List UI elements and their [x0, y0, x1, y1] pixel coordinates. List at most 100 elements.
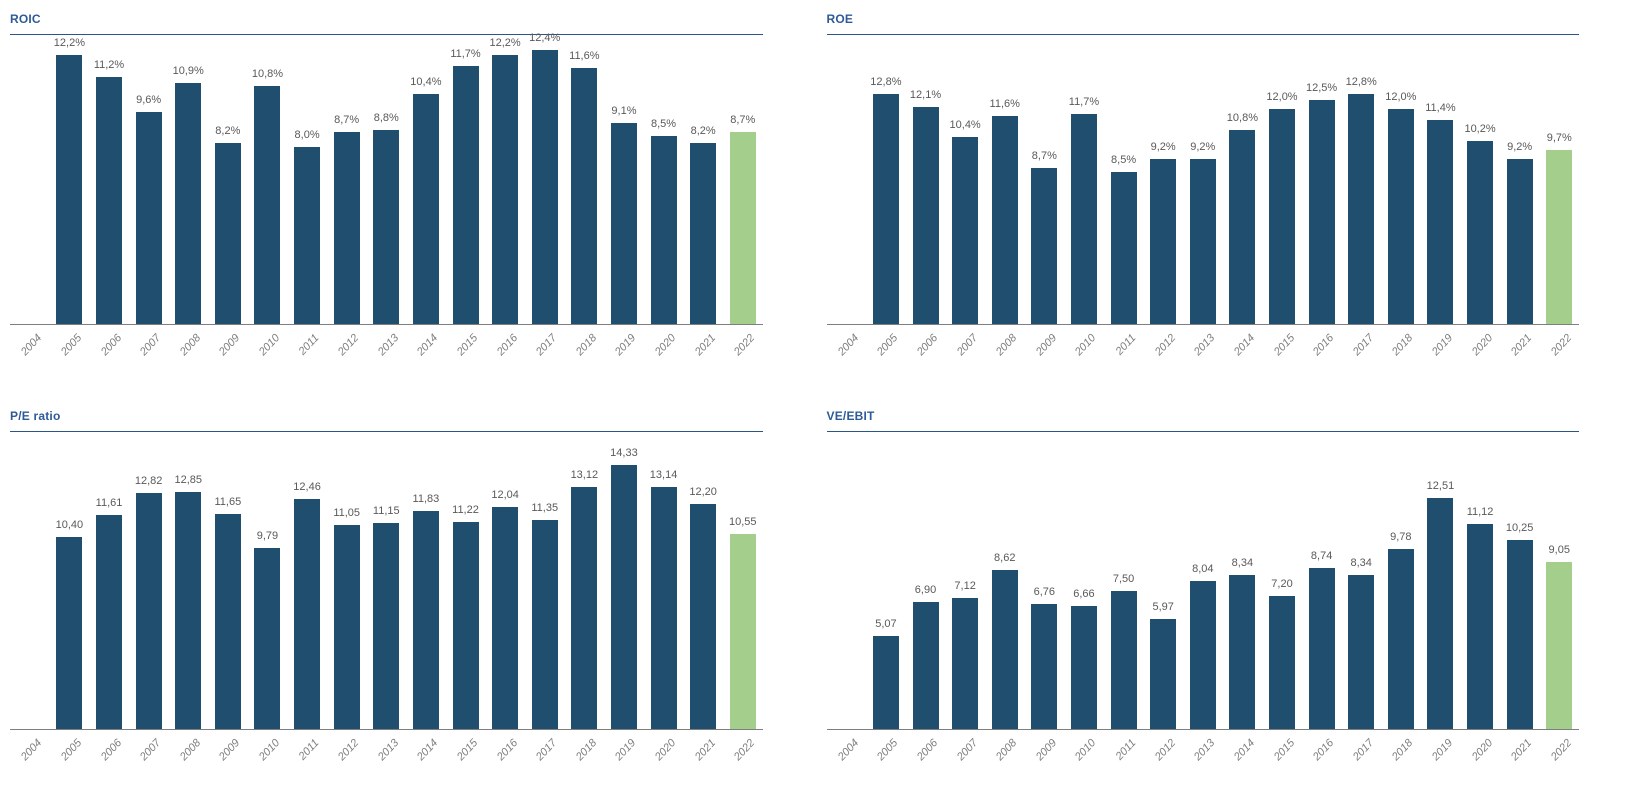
x-tick-slot: 2004: [827, 730, 867, 786]
x-tick-slot: 2022: [723, 730, 763, 786]
x-tick-label-2013: 2013: [375, 737, 402, 764]
chart-roic: ROIC 12,2% 11,2% 9,6% 10,9% 8,2% 10,8% 8,0% 8,7…: [10, 8, 763, 395]
value-label-2017: 12,8%: [1345, 76, 1377, 88]
title-rule: [10, 431, 763, 432]
bar-2016: [492, 55, 519, 324]
value-label-2010: 6,66: [1073, 588, 1095, 600]
bar-slot-2004: [827, 37, 867, 324]
x-tick-label-2007: 2007: [137, 737, 164, 764]
x-tick-slot: 2007: [945, 730, 985, 786]
bar-2019: [1427, 120, 1454, 324]
value-label-2005: 5,07: [875, 618, 897, 630]
bar-2010: [254, 86, 281, 324]
x-tick-slot: 2018: [1381, 730, 1421, 786]
x-tick-label-2016: 2016: [1310, 332, 1337, 359]
bar-slot-2015: 12,0%: [1262, 37, 1302, 324]
x-tick-slot: 2017: [1341, 325, 1381, 381]
x-tick-slot: 2019: [604, 325, 644, 381]
bar-2010: [1070, 606, 1097, 729]
x-tick-slot: 2015: [446, 325, 486, 381]
bar-2018: [571, 487, 598, 729]
x-tick-slot: 2012: [327, 730, 367, 786]
bar-slot-2014: 10,8%: [1223, 37, 1263, 324]
value-label-2005: 10,40: [55, 519, 84, 531]
x-tick-slot: 2013: [1183, 325, 1223, 381]
x-tick-label-2019: 2019: [613, 332, 639, 359]
value-label-2017: 12,4%: [529, 32, 561, 44]
bar-slot-2011: 12,46: [287, 434, 327, 729]
plot-area: 10,40 11,61 12,82 12,85 11,65 9,79 12,46 11,05 1…: [10, 434, 763, 730]
bar-2009: [214, 514, 241, 729]
x-tick-label-2013: 2013: [1192, 332, 1218, 359]
x-tick-slot: 2016: [485, 325, 525, 381]
x-tick-label-2005: 2005: [58, 332, 85, 359]
bar-slot-2016: 8,74: [1302, 434, 1342, 729]
plot-area: 5,07 6,90 7,12 8,62 6,76 6,66 7,50 5,97 8,04 8,34…: [826, 434, 1579, 730]
value-label-2020: 11,12: [1466, 506, 1494, 518]
value-label-2022: 9,05: [1548, 544, 1570, 556]
bar-slot-2022: 9,05: [1539, 434, 1579, 729]
x-tick-slot: 2004: [10, 325, 50, 381]
x-tick-label-2008: 2008: [177, 737, 204, 764]
x-tick-label-2022: 2022: [1548, 737, 1575, 764]
x-tick-slot: 2013: [366, 730, 406, 786]
x-tick-slot: 2022: [1539, 325, 1579, 381]
chart-title: ROE: [826, 12, 854, 26]
x-tick-slot: 2006: [89, 730, 129, 786]
value-label-2018: 12,0%: [1385, 91, 1417, 103]
bar-slot-2013: 11,15: [366, 434, 406, 729]
bar-2017: [531, 50, 558, 324]
x-tick-label-2015: 2015: [1271, 332, 1297, 359]
x-tick-slot: 2021: [683, 325, 723, 381]
bar-2016: [1308, 100, 1335, 324]
value-label-2019: 12,51: [1426, 480, 1455, 492]
bar-slot-2020: 10,2%: [1460, 37, 1500, 324]
value-label-2013: 8,8%: [373, 112, 399, 124]
value-label-2021: 8,2%: [690, 125, 716, 137]
x-tick-slot: 2005: [50, 325, 90, 381]
x-tick-label-2006: 2006: [98, 737, 124, 764]
bar-2006: [96, 515, 123, 729]
chart-header: ROIC: [10, 8, 763, 35]
bar-slot-2014: 11,83: [406, 434, 446, 729]
x-tick-slot: 2006: [89, 325, 129, 381]
x-tick-label-2015: 2015: [1271, 737, 1297, 764]
x-tick-label-2012: 2012: [1152, 332, 1178, 359]
value-label-2013: 9,2%: [1190, 141, 1216, 153]
value-label-2016: 12,2%: [489, 37, 521, 49]
bar-2011: [1110, 591, 1137, 729]
value-label-2015: 7,20: [1271, 578, 1293, 590]
bar-2021: [1506, 540, 1533, 729]
x-tick-slot: 2020: [644, 730, 684, 786]
x-tick-label-2008: 2008: [994, 737, 1020, 764]
x-tick-slot: 2020: [1460, 730, 1500, 786]
x-tick-slot: 2020: [644, 325, 684, 381]
x-tick-label-2022: 2022: [732, 737, 758, 764]
bar-slot-2011: 7,50: [1104, 434, 1144, 729]
x-tick-label-2015: 2015: [454, 332, 481, 359]
x-tick-label-2010: 2010: [256, 332, 283, 359]
x-tick-label-2017: 2017: [534, 332, 560, 359]
x-tick-slot: 2008: [985, 730, 1025, 786]
x-tick-label-2006: 2006: [914, 737, 941, 764]
x-tick-slot: 2009: [1025, 325, 1065, 381]
x-tick-slot: 2010: [1064, 730, 1104, 786]
chart-header: P/E ratio: [10, 405, 763, 432]
chart-roe: ROE 12,8% 12,1% 10,4% 11,6% 8,7% 11,7% 8,5% 9,2…: [826, 8, 1579, 395]
x-axis-labels: 2004 2005 2006 2007 2008 2009 2010 2011 2012 2013…: [10, 325, 763, 381]
bar-2017: [531, 520, 558, 729]
value-label-2015: 12,0%: [1266, 91, 1298, 103]
x-tick-label-2008: 2008: [177, 332, 204, 359]
bar-slot-2018: 12,0%: [1381, 37, 1421, 324]
x-tick-slot: 2009: [208, 730, 248, 786]
bar-slot-2022: 8,7%: [723, 37, 763, 324]
bar-slot-2017: 12,4%: [525, 32, 565, 324]
bar-2005: [872, 636, 899, 729]
x-tick-slot: 2011: [1104, 325, 1144, 381]
bar-slot-2008: 11,6%: [985, 37, 1025, 324]
value-label-2018: 13,12: [570, 469, 599, 481]
x-tick-label-2016: 2016: [494, 332, 520, 359]
x-tick-slot: 2016: [1302, 730, 1342, 786]
bar-slot-2009: 11,65: [208, 434, 248, 729]
